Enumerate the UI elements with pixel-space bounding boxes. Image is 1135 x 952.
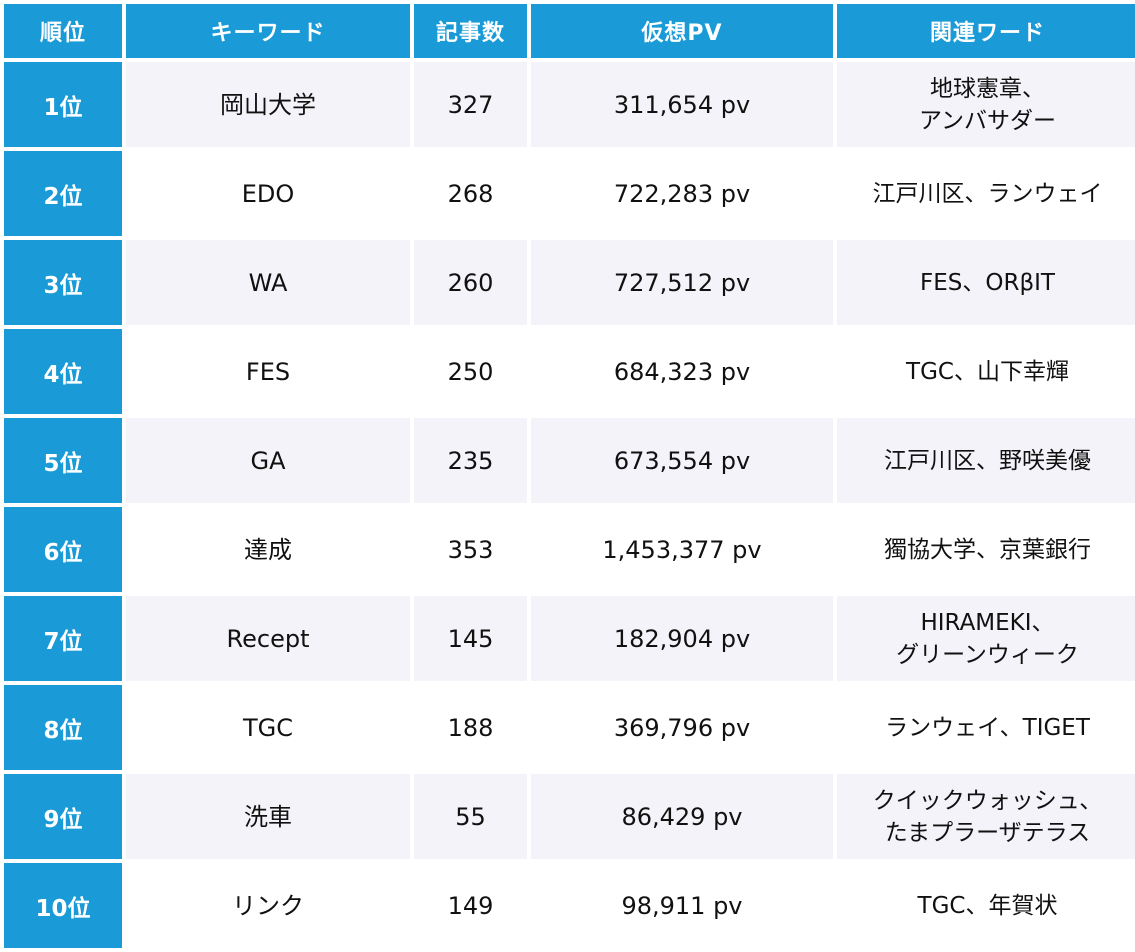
- articles-cell: 235: [414, 418, 527, 503]
- rank-cell: 7位: [4, 596, 122, 681]
- header-pv: 仮想PV: [531, 4, 833, 58]
- keyword-cell: 岡山大学: [126, 62, 410, 147]
- articles-cell: 250: [414, 329, 527, 414]
- header-rank: 順位: [4, 4, 122, 58]
- rank-cell: 1位: [4, 62, 122, 147]
- articles-cell: 145: [414, 596, 527, 681]
- articles-cell: 327: [414, 62, 527, 147]
- keyword-cell: 達成: [126, 507, 410, 592]
- pv-cell: 369,796 pv: [531, 685, 833, 770]
- rank-cell: 10位: [4, 863, 122, 948]
- keyword-cell: GA: [126, 418, 410, 503]
- ranking-table: 順位 キーワード 記事数 仮想PV 関連ワード 1位 岡山大学 327 311,…: [4, 4, 1135, 948]
- related-cell: 江戸川区、野咲美優: [837, 418, 1135, 503]
- header-keyword: キーワード: [126, 4, 410, 58]
- header-articles: 記事数: [414, 4, 527, 58]
- articles-cell: 260: [414, 240, 527, 325]
- keyword-cell: 洗車: [126, 774, 410, 859]
- rank-cell: 8位: [4, 685, 122, 770]
- header-related: 関連ワード: [837, 4, 1135, 58]
- articles-cell: 188: [414, 685, 527, 770]
- pv-cell: 311,654 pv: [531, 62, 833, 147]
- related-cell: 獨協大学、京葉銀行: [837, 507, 1135, 592]
- pv-cell: 727,512 pv: [531, 240, 833, 325]
- keyword-cell: Recept: [126, 596, 410, 681]
- articles-cell: 353: [414, 507, 527, 592]
- rank-cell: 4位: [4, 329, 122, 414]
- related-cell: ランウェイ、TIGET: [837, 685, 1135, 770]
- keyword-cell: EDO: [126, 151, 410, 236]
- keyword-cell: WA: [126, 240, 410, 325]
- related-cell: 江戸川区、ランウェイ: [837, 151, 1135, 236]
- related-cell: HIRAMEKI、 グリーンウィーク: [837, 596, 1135, 681]
- rank-cell: 6位: [4, 507, 122, 592]
- rank-cell: 5位: [4, 418, 122, 503]
- related-cell: クイックウォッシュ、 たまプラーザテラス: [837, 774, 1135, 859]
- articles-cell: 149: [414, 863, 527, 948]
- rank-cell: 3位: [4, 240, 122, 325]
- rank-cell: 9位: [4, 774, 122, 859]
- articles-cell: 268: [414, 151, 527, 236]
- keyword-cell: TGC: [126, 685, 410, 770]
- related-cell: TGC、年賀状: [837, 863, 1135, 948]
- related-cell: TGC、山下幸輝: [837, 329, 1135, 414]
- pv-cell: 182,904 pv: [531, 596, 833, 681]
- articles-cell: 55: [414, 774, 527, 859]
- pv-cell: 86,429 pv: [531, 774, 833, 859]
- pv-cell: 722,283 pv: [531, 151, 833, 236]
- pv-cell: 684,323 pv: [531, 329, 833, 414]
- related-cell: FES、ORβIT: [837, 240, 1135, 325]
- pv-cell: 1,453,377 pv: [531, 507, 833, 592]
- rank-cell: 2位: [4, 151, 122, 236]
- keyword-cell: FES: [126, 329, 410, 414]
- pv-cell: 673,554 pv: [531, 418, 833, 503]
- related-cell: 地球憲章、 アンバサダー: [837, 62, 1135, 147]
- keyword-cell: リンク: [126, 863, 410, 948]
- pv-cell: 98,911 pv: [531, 863, 833, 948]
